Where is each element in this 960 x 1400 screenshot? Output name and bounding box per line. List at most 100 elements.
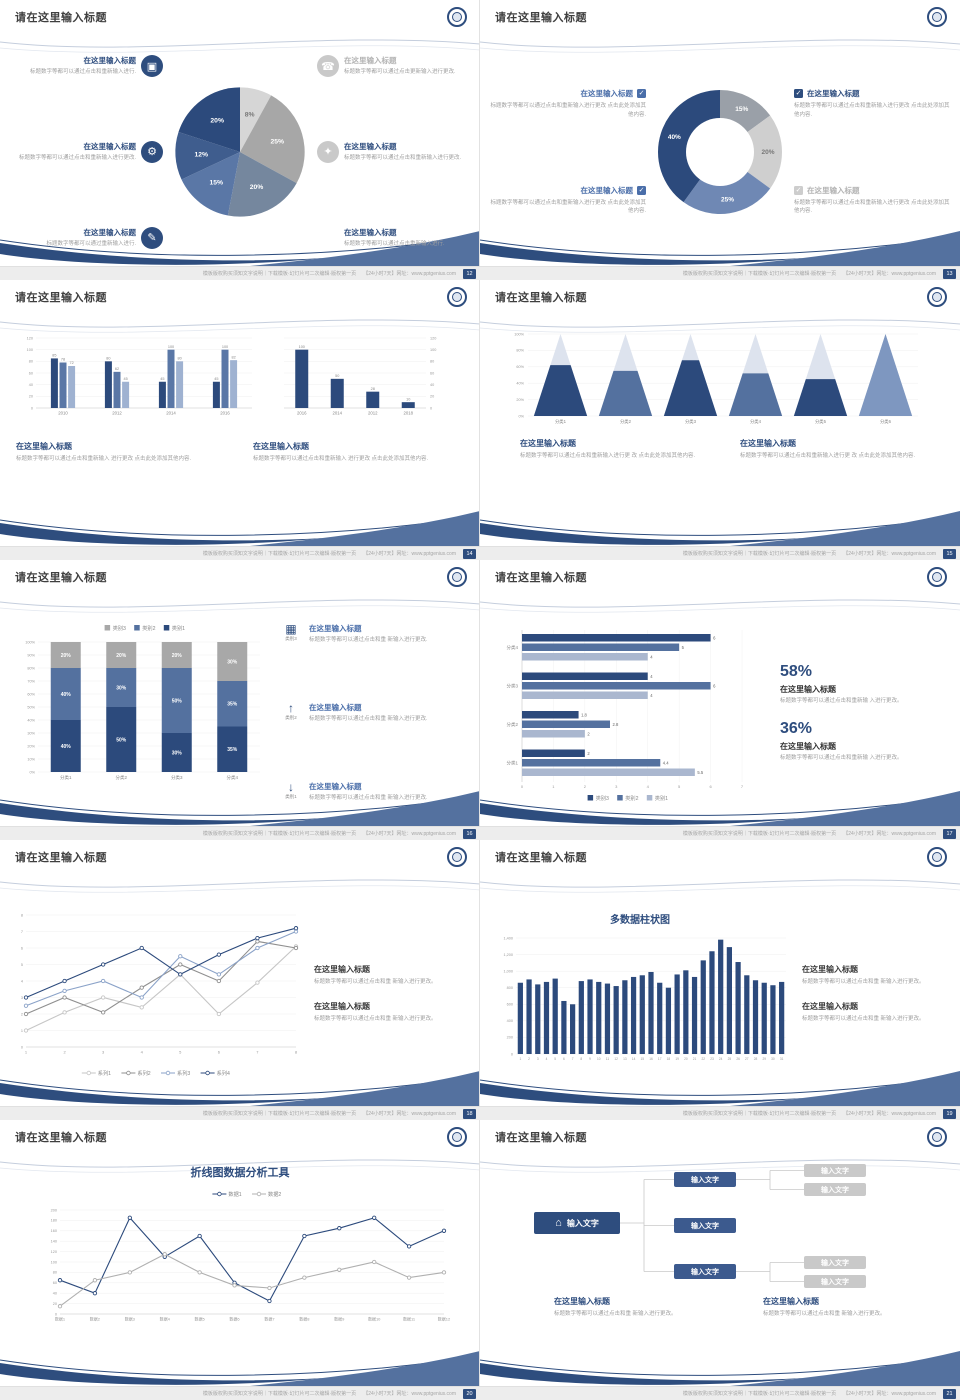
footer-note: 模板版权购买须知文字说明｜下载模板·幻灯片可二次编辑·版权第一页 [682, 271, 837, 277]
svg-text:2010: 2010 [58, 411, 68, 416]
school-logo-icon [927, 1127, 947, 1147]
slide-17[interactable]: 请在这里输入标题 0 1 2 3 4 5 6 7 6 5 4 分类4 4 6 4 分类3 1.8 2.8 2 分类2 2… [479, 559, 960, 841]
slide-18-content: 0 1 2 3 4 5 6 7 8 1 2 3 4 5 6 7 8 系列1 系列2 系列3 系列4 在这里输入标题 标题… [10, 886, 468, 1102]
slide-footer: 模板版权购买须知文字说明｜下载模板·幻灯片可二次编辑·版权第一页 【24小时7天… [480, 266, 960, 280]
svg-text:类别2: 类别2 [142, 624, 155, 632]
slide-12-content: 在这里输入标题 标题数字等都可以通过点击和重新输入进行. ▣ 在这里输入标题 标… [8, 46, 472, 258]
page-number: 12 [463, 268, 476, 279]
svg-text:100: 100 [51, 1260, 57, 1264]
svg-text:10: 10 [597, 1057, 601, 1061]
svg-text:20: 20 [684, 1057, 688, 1061]
svg-text:2012: 2012 [368, 411, 378, 416]
list-item: ↑ 类别2 在这里输入标题 标题数字等都可以通过点击和重 新输入进行更改. [280, 702, 470, 724]
footer-site: 【24小时7天】网址：www.pptgenius.com [843, 551, 936, 557]
svg-text:30%: 30% [172, 750, 183, 756]
svg-text:78: 78 [61, 358, 65, 362]
svg-text:85: 85 [52, 354, 56, 358]
item-title: 在这里输入标题 [807, 89, 860, 99]
svg-text:40: 40 [430, 383, 434, 387]
slide-20-content: 折线图数据分析工具 0 20 40 60 80 100 120 140 160 180 200 数据1… [20, 1164, 460, 1382]
list-item: ☎ 在这里输入标题 标题数字等都可以通过点击更新输入进行更改. [317, 55, 472, 78]
footer-note: 模板版权购买须知文字说明｜下载模板·幻灯片可二次编辑·版权第一页 [202, 1391, 357, 1397]
svg-text:2: 2 [528, 1057, 530, 1061]
stat-body: 标题数字等都可以通过点击和重新输 入进行更改。 [780, 698, 903, 705]
svg-text:系列4: 系列4 [217, 1069, 230, 1077]
svg-text:8: 8 [21, 913, 23, 917]
svg-text:30: 30 [771, 1057, 775, 1061]
slide-15[interactable]: 请在这里输入标题 0% 20% 40% 60% 80% 100% 分类1 分类2 分类3 分类4 分… [479, 279, 960, 561]
svg-text:12%: 12% [195, 152, 209, 159]
item-body: 标题数字等都可以通过点击和重 新输入进行更改. [309, 716, 428, 723]
svg-text:2: 2 [63, 1050, 66, 1055]
svg-text:35%: 35% [227, 702, 238, 708]
item-title: 在这里输入标题 [309, 703, 362, 713]
item-body: 标题数字等都可以通过点击更新输入进行更改. [344, 69, 456, 76]
footer-note: 模板版权购买须知文字说明｜下载模板·幻灯片可二次编辑·版权第一页 [682, 551, 837, 557]
svg-text:20%: 20% [210, 118, 224, 125]
footer-site: 【24小时7天】网址：www.pptgenius.com [363, 271, 456, 277]
svg-text:9: 9 [589, 1057, 591, 1061]
monitor-icon: ▣ [141, 55, 163, 78]
flow-diagram: ⌂ 输入文字 输入文字 输入文字 输入文字 输入文字 输入文字 输入文字 输入文… [494, 1164, 946, 1288]
svg-text:60: 60 [430, 371, 434, 375]
svg-text:17: 17 [658, 1057, 662, 1061]
svg-text:分类4: 分类4 [226, 774, 238, 781]
block-body: 标题数字等都可以通过点击和重 新输入进行更改。 [802, 979, 925, 986]
slide-17-content: 0 1 2 3 4 5 6 7 6 5 4 分类4 4 6 4 分类3 1.8 2.8 2 分类2 2 4.4 5.5 分类1… [492, 604, 948, 822]
footer-note: 模板版权购买须知文字说明｜下载模板·幻灯片可二次编辑·版权第一页 [202, 1111, 357, 1117]
stat-body: 标题数字等都可以通过点击和重新输 入进行更改。 [780, 755, 903, 761]
slide-14[interactable]: 请在这里输入标题 0 20 40 60 80 100 120 85 78 72 2010 80 62 45… [0, 279, 481, 561]
slide-footer: 模板版权购买须知文字说明｜下载模板·幻灯片可二次编辑·版权第一页 【24小时7天… [0, 1106, 480, 1120]
svg-text:4: 4 [546, 1057, 548, 1061]
svg-text:4: 4 [141, 1050, 144, 1055]
icon-label: 类别3 [285, 636, 297, 642]
svg-text:6: 6 [709, 784, 712, 789]
page-number: 14 [463, 548, 476, 559]
block-body: 标题数字等都可以通过点击和重 新输入进行更改。 [314, 1016, 437, 1022]
svg-text:19: 19 [675, 1057, 679, 1061]
svg-text:25: 25 [728, 1057, 732, 1061]
slide-footer: 模板版权购买须知文字说明｜下载模板·幻灯片可二次编辑·版权第一页 【24小时7天… [480, 1106, 960, 1120]
svg-text:2: 2 [587, 732, 590, 737]
list-item: ✓ 在这里输入标题 标题数字等都可以通过点击和重新输入进行更改 点击此处添加其他… [794, 88, 952, 119]
footer-note: 模板版权购买须知文字说明｜下载模板·幻灯片可二次编辑·版权第一页 [202, 551, 357, 557]
item-title: 在这里输入标题 [344, 227, 397, 237]
svg-text:8: 8 [580, 1057, 582, 1061]
item-title: 在这里输入标题 [344, 141, 397, 151]
svg-text:分类1: 分类1 [60, 774, 72, 781]
footer-note: 模板版权购买须知文字说明｜下载模板·幻灯片可二次编辑·版权第一页 [682, 1111, 837, 1117]
svg-text:4: 4 [650, 693, 653, 698]
slide-title: 请在这里输入标题 [15, 292, 107, 304]
slide-20[interactable]: 请在这里输入标题 折线图数据分析工具 0 20 40 60 80 100 120 140 160… [0, 1119, 481, 1400]
icon-label: 类别1 [285, 794, 297, 800]
icon-label: 类别2 [285, 715, 297, 721]
footer-note: 模板版权购买须知文字说明｜下载模板·幻灯片可二次编辑·版权第一页 [682, 1391, 837, 1397]
slide-footer: 模板版权购买须知文字说明｜下载模板·幻灯片可二次编辑·版权第一页 【24小时7天… [480, 826, 960, 840]
slide-13[interactable]: 请在这里输入标题 在这里输入标题 ✓ 标题数字等都可以通过点击和重新输入进行更改… [479, 0, 960, 281]
svg-text:0: 0 [21, 1045, 23, 1049]
svg-text:1: 1 [552, 784, 555, 789]
list-item: ✪ 在这里输入标题 标题数字等都可以通过点击重新输入进行. [317, 227, 472, 249]
slide-16[interactable]: 请在这里输入标题 类别3 类别2 类别1 0% 10% 20% 30% 40% 50% 60% 70… [0, 559, 481, 841]
slide-15-content: 0% 20% 40% 60% 80% 100% 分类1 分类2 分类3 分类4 分类5 分类6 在这里… [494, 326, 946, 540]
svg-text:1: 1 [25, 1050, 28, 1055]
svg-text:1,000: 1,000 [503, 969, 513, 973]
slide-21[interactable]: 请在这里输入标题 ⌂ 输入文字 输入文字 输入文字 输入文字 输入文字 [479, 1119, 960, 1400]
slide-12[interactable]: 请在这里输入标题 在这里输入标题 标题数字等都可以通过点击和重新输入进行. ▣ … [0, 0, 481, 281]
block-body: 标题数字等都可以通过点击和重新输入 进行更改 点击此处添加其他内容. [16, 456, 192, 462]
slide-18[interactable]: 请在这里输入标题 0 1 2 3 4 5 6 7 8 1 2 3 4 5 6 7 8 系列1 系列2 系列3 系列4 在… [0, 839, 481, 1121]
svg-text:30%: 30% [116, 685, 127, 691]
block-body: 标题数字等都可以通过点击和重新输入 进行更改 点击此处添加其他内容. [253, 456, 429, 462]
svg-text:数据4: 数据4 [160, 1316, 171, 1322]
stacked-bar-chart: 类别3 类别2 类别1 0% 10% 20% 30% 40% 50% 60% 70% 80% 90% 10… [25, 624, 260, 781]
slide-19[interactable]: 请在这里输入标题 多数据柱状图 0 200 400 600 800 1,000 1,200 1… [479, 839, 960, 1121]
svg-text:13: 13 [623, 1057, 627, 1061]
svg-text:40%: 40% [27, 718, 35, 722]
svg-text:分类3: 分类3 [171, 774, 183, 781]
svg-text:5: 5 [682, 645, 685, 650]
svg-text:2: 2 [584, 784, 587, 789]
chart-title: 折线图数据分析工具 [190, 1167, 290, 1179]
svg-text:3: 3 [615, 784, 618, 789]
svg-text:6: 6 [713, 684, 716, 689]
